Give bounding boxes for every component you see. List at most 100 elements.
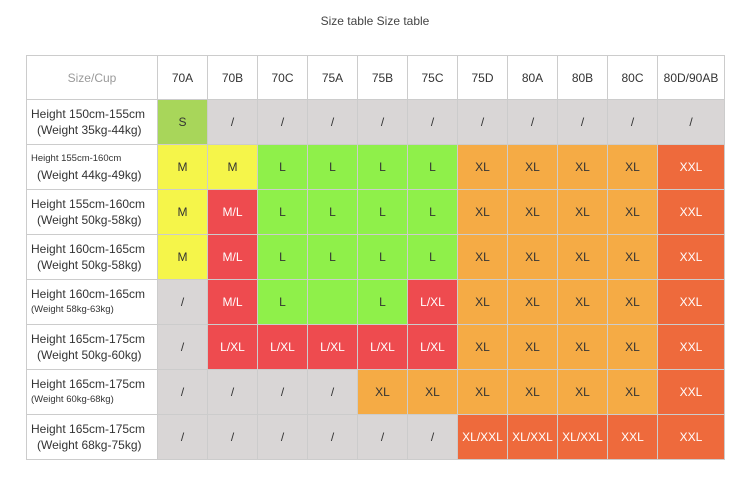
size-cell: L <box>257 234 308 280</box>
cup-header: 75A <box>307 55 358 100</box>
size-cell: / <box>307 369 358 415</box>
size-cell: L <box>357 279 408 325</box>
size-cell: / <box>357 414 408 460</box>
row-header: Height 160cm-165cm (Weight 58kg-63kg) <box>26 279 158 325</box>
size-cell: XL <box>457 144 508 190</box>
cup-header: 80C <box>607 55 658 100</box>
size-cell: XL <box>557 324 608 370</box>
row-header: Height 155cm-160cm (Weight 50kg-58kg) <box>26 189 158 235</box>
size-cell: / <box>157 324 208 370</box>
size-cell: XL <box>507 234 558 280</box>
size-cell: / <box>157 369 208 415</box>
size-cell: L/XL <box>257 324 308 370</box>
size-cell: L <box>257 189 308 235</box>
size-cell: / <box>357 99 408 145</box>
weight-range: (Weight 50kg-58kg) <box>37 258 142 272</box>
row-header: Height 165cm-175cm (Weight 68kg-75kg) <box>26 414 158 460</box>
size-cell: L/XL <box>357 324 408 370</box>
size-cell: XL <box>457 234 508 280</box>
table-row: Height 165cm-175cm (Weight 68kg-75kg) / / / /… <box>26 414 725 460</box>
size-cell: / <box>207 414 258 460</box>
size-cell: L/XL <box>407 279 458 325</box>
cup-header: 70C <box>257 55 308 100</box>
size-cell: M/L <box>207 234 258 280</box>
size-cell: XL/XXL <box>557 414 608 460</box>
cup-header: 75C <box>407 55 458 100</box>
size-cell: L <box>257 144 308 190</box>
cup-header: 70A <box>157 55 208 100</box>
row-header: Height 150cm-155cm (Weight 35kg-44kg) <box>26 99 158 145</box>
size-cell: M/L <box>207 279 258 325</box>
height-range: Height 155cm-160cm <box>31 153 122 164</box>
size-cell: XL <box>507 369 558 415</box>
size-cell: / <box>157 414 208 460</box>
height-range: Height 160cm-165cm <box>31 242 146 256</box>
height-range: Height 165cm-175cm <box>31 377 146 391</box>
page-title: Size table Size table <box>320 14 430 28</box>
size-cell: / <box>257 414 308 460</box>
table-row: Height 160cm-165cm (Weight 58kg-63kg) / M/L… <box>26 279 725 325</box>
cup-header: 80D/90AB <box>657 55 725 100</box>
size-cell: XL <box>607 369 658 415</box>
cup-header: 80A <box>507 55 558 100</box>
size-cell: L <box>407 144 458 190</box>
size-cell: XXL <box>657 234 725 280</box>
size-cell <box>307 279 358 325</box>
height-range: Height 165cm-175cm <box>31 422 146 436</box>
cup-header: 75D <box>457 55 508 100</box>
size-cell: L/XL <box>307 324 358 370</box>
corner-header: Size/Cup <box>26 55 158 100</box>
size-cell: / <box>607 99 658 145</box>
weight-range: (Weight 50kg-58kg) <box>37 213 142 227</box>
size-cell: XL <box>507 144 558 190</box>
size-cell: / <box>407 99 458 145</box>
size-cell: / <box>207 369 258 415</box>
size-cell: XL <box>457 279 508 325</box>
size-cell: / <box>557 99 608 145</box>
height-range: Height 155cm-160cm <box>31 197 146 211</box>
size-cell: / <box>207 99 258 145</box>
size-cell: L <box>257 279 308 325</box>
row-header: Height 165cm-175cm (Weight 50kg-60kg) <box>26 324 158 370</box>
size-cell: / <box>657 99 725 145</box>
size-cell: L <box>307 189 358 235</box>
table-row: Height 165cm-175cm (Weight 50kg-60kg) / L/X… <box>26 324 725 370</box>
row-header: Height 155cm-160cm (Weight 44kg-49kg) <box>26 144 158 190</box>
size-cell: / <box>307 414 358 460</box>
size-cell: M <box>157 234 208 280</box>
weight-range: (Weight 58kg-63kg) <box>31 304 114 315</box>
size-cell: XL <box>557 369 608 415</box>
size-cell: L <box>357 189 408 235</box>
header-row: Size/Cup 70A 70B 70C 75A 75B 75C 75D 80A… <box>26 55 725 100</box>
size-cell: XL <box>557 234 608 280</box>
size-cell: XL <box>557 189 608 235</box>
size-cell: L/XL <box>207 324 258 370</box>
size-cell: XXL <box>657 369 725 415</box>
size-cell: / <box>507 99 558 145</box>
height-range: Height 150cm-155cm <box>31 107 146 121</box>
weight-range: (Weight 44kg-49kg) <box>37 168 142 182</box>
size-cell: XL <box>457 369 508 415</box>
size-cell: L <box>307 144 358 190</box>
table-row: Height 150cm-155cm (Weight 35kg-44kg) S / / /… <box>26 99 725 145</box>
size-cell: XXL <box>657 324 725 370</box>
size-cell: XL/XXL <box>507 414 558 460</box>
size-cell: XL <box>507 324 558 370</box>
cup-header: 75B <box>357 55 408 100</box>
size-cell: XL <box>607 189 658 235</box>
size-cell: XL <box>407 369 458 415</box>
size-cell: M <box>157 144 208 190</box>
weight-range: (Weight 60kg-68kg) <box>31 394 114 405</box>
size-cell: XL <box>557 144 608 190</box>
size-cell: S <box>157 99 208 145</box>
size-cell: XL <box>457 189 508 235</box>
weight-range: (Weight 50kg-60kg) <box>37 348 142 362</box>
size-cell: L <box>407 234 458 280</box>
size-cell: / <box>157 279 208 325</box>
size-cell: XL <box>607 234 658 280</box>
size-cell: XL <box>507 189 558 235</box>
size-cell: / <box>257 369 308 415</box>
size-cell: L/XL <box>407 324 458 370</box>
size-cell: / <box>407 414 458 460</box>
size-cell: XL <box>457 324 508 370</box>
